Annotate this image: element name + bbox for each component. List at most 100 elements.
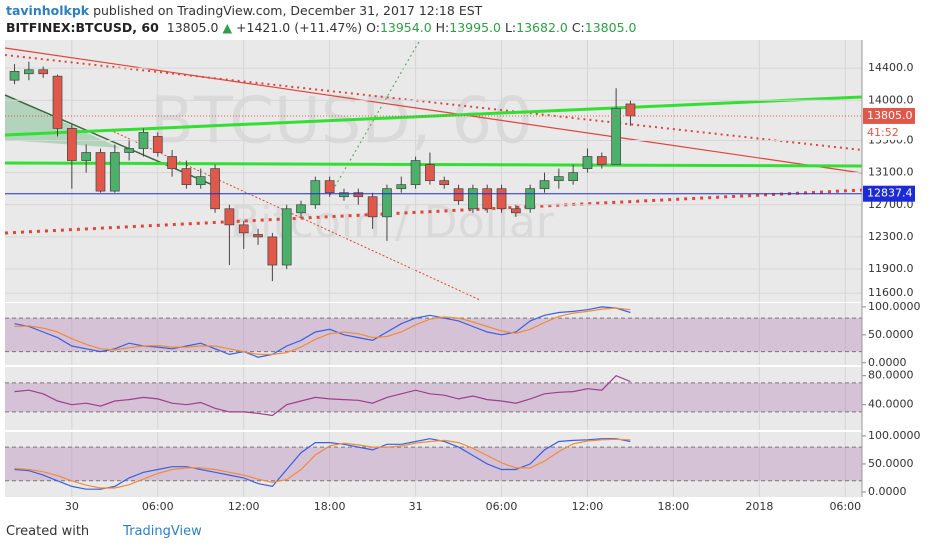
candle-body	[238, 224, 249, 234]
price-box	[863, 107, 915, 124]
candle-body	[539, 180, 550, 190]
candle-body	[324, 180, 335, 194]
candle-body	[52, 75, 63, 129]
candle-body	[453, 188, 464, 202]
candle-body	[267, 236, 278, 266]
candle-body	[95, 152, 106, 192]
low: 13682.0	[516, 20, 568, 35]
y-tick-label: 11600.0	[868, 286, 914, 299]
brand[interactable]: TradingView	[123, 524, 202, 539]
candle-body	[367, 196, 378, 218]
candle-body	[553, 176, 564, 181]
h-label: H:	[435, 20, 450, 35]
candle-body	[310, 180, 321, 206]
price-label: 13805.0	[867, 109, 913, 122]
open: 13954.0	[379, 20, 432, 35]
candle-body	[425, 164, 435, 181]
chart: BTCUSD, 60 Bitcoin / Dollar 3006:0012:00…	[4, 39, 921, 513]
candle-body	[38, 69, 49, 75]
candle-body	[195, 176, 206, 186]
countdown-box	[863, 124, 903, 140]
candle-body	[353, 192, 364, 198]
candle-body	[339, 192, 349, 198]
x-tick-label: 18:00	[314, 500, 346, 513]
candle-body	[482, 188, 493, 210]
y-tick-label: 11900.0	[868, 262, 914, 275]
candle-body	[496, 188, 507, 210]
candle-body	[468, 188, 478, 210]
header: tavinholkpk published on TradingView.com…	[6, 2, 636, 36]
x-tick-label: 06:00	[829, 500, 861, 513]
arrow: ▲	[222, 20, 233, 35]
pane-2	[5, 367, 862, 430]
o-label: O:	[366, 20, 380, 35]
x-tick-label: 06:00	[142, 500, 174, 513]
y-tick-label: 100.0000	[868, 300, 921, 313]
candle-body	[281, 208, 292, 266]
candle-body	[410, 160, 421, 186]
symbol: BITFINEX:BTCUSD, 60	[6, 20, 159, 35]
candle-body	[109, 152, 120, 192]
published: published on TradingView.com, December 3…	[93, 3, 483, 18]
c-label: C:	[571, 20, 585, 35]
candle-body	[66, 128, 77, 161]
publish-line: tavinholkpk published on TradingView.com…	[6, 2, 636, 19]
y-tick-label: 50.0000	[868, 457, 914, 470]
candle-body	[525, 188, 536, 210]
candle-body	[382, 188, 392, 218]
y-tick-label: 100.0000	[868, 429, 921, 442]
candle-body	[138, 132, 149, 149]
user[interactable]: tavinholkpk	[6, 3, 90, 18]
y-tick-label: 40.0000	[868, 398, 914, 411]
y-tick-label: 0.0000	[868, 485, 907, 498]
footer: Created with TradingView	[6, 524, 202, 539]
candle-body	[396, 184, 407, 190]
x-tick-label: 06:00	[486, 500, 518, 513]
countdown: 41:52	[867, 126, 899, 139]
band	[5, 382, 862, 412]
candle-body	[224, 208, 235, 226]
x-tick-label: 18:00	[658, 500, 690, 513]
candle-body	[124, 148, 134, 153]
candle-body	[181, 168, 192, 186]
candle-body	[625, 103, 636, 117]
candle-body	[24, 69, 34, 75]
candle-body	[210, 168, 220, 210]
candle-body	[511, 208, 521, 214]
y-tick-label: 14000.0	[868, 93, 914, 106]
indicator-line	[14, 438, 631, 490]
candle-body	[81, 152, 92, 161]
pane-1	[5, 303, 862, 365]
candle-body	[439, 180, 450, 186]
y-tick-label: 14400.0	[868, 61, 914, 74]
price: 13805.0	[166, 20, 219, 35]
quote-line: BITFINEX:BTCUSD, 60 13805.0 ▲ +1421.0 (+…	[6, 19, 636, 36]
y-tick-label: 13100.0	[868, 166, 914, 179]
indicator-line	[14, 374, 631, 417]
candle-body	[152, 136, 163, 153]
created: Created with	[6, 524, 90, 539]
x-tick-label: 2018	[745, 500, 773, 513]
price-box	[863, 185, 915, 202]
candle-body	[611, 107, 621, 165]
indicator-line	[14, 438, 631, 489]
band	[5, 447, 862, 481]
candle-body	[296, 204, 306, 214]
candle-body	[167, 156, 177, 169]
x-tick-label: 12:00	[228, 500, 260, 513]
x-tick-label: 12:00	[572, 500, 604, 513]
price-label: 12837.4	[867, 187, 913, 200]
close: 13805.0	[584, 20, 637, 35]
candle-body	[9, 70, 20, 81]
candle-body	[596, 156, 607, 165]
trend-line	[4, 95, 863, 137]
band	[5, 318, 862, 352]
y-tick-label: 0.0000	[868, 356, 907, 369]
change: +1421.0 (+11.47%)	[236, 20, 363, 35]
candle-body	[582, 156, 593, 169]
candle-body	[253, 234, 263, 238]
candle-body	[568, 172, 579, 181]
indicator-line	[14, 307, 631, 355]
x-tick-label: 30	[65, 500, 79, 513]
